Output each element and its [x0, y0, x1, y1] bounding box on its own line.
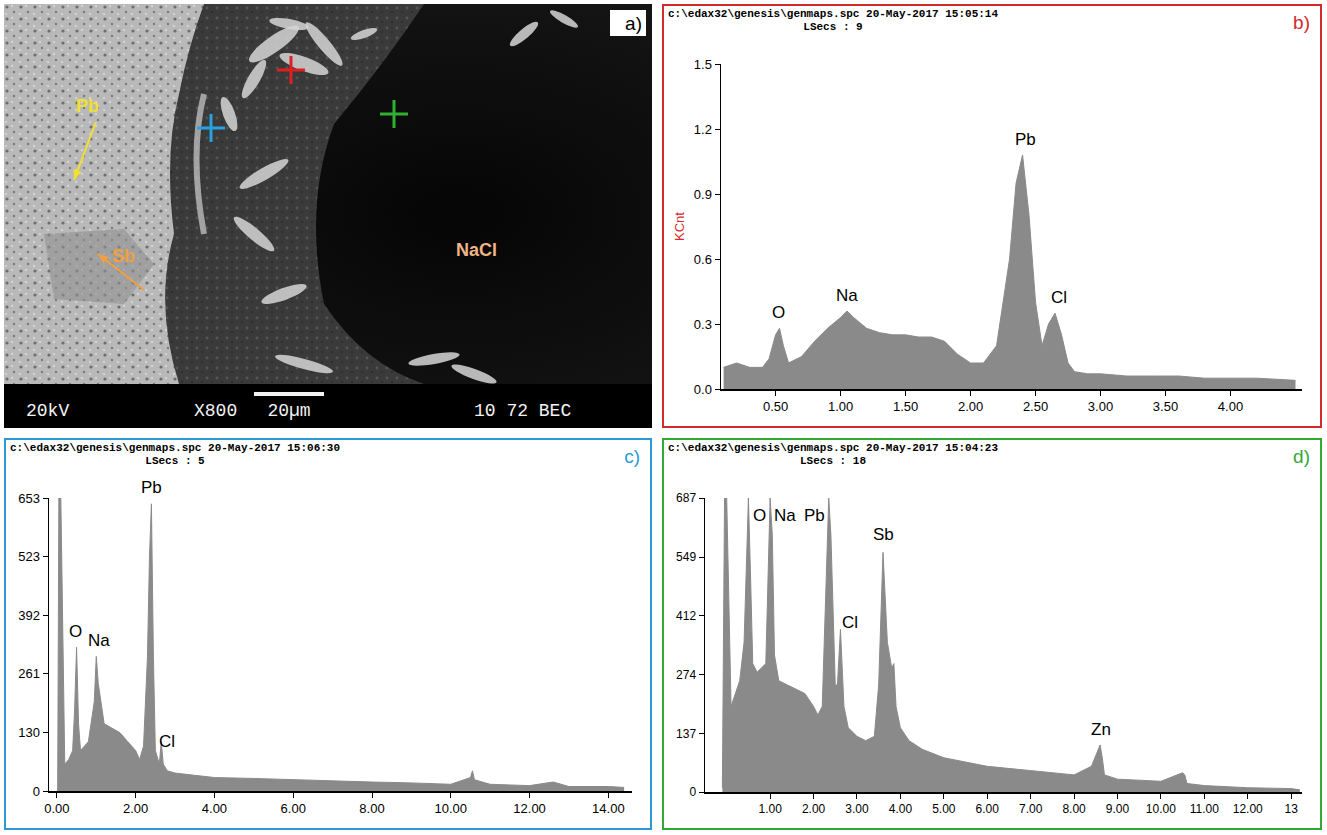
- svg-text:2.00: 2.00: [958, 399, 983, 414]
- svg-text:5.00: 5.00: [932, 802, 956, 816]
- svg-text:0: 0: [689, 785, 696, 799]
- svg-text:653: 653: [18, 491, 40, 506]
- svg-text:Na: Na: [774, 506, 796, 525]
- svg-text:Cl: Cl: [842, 613, 858, 632]
- svg-text:KCnt: KCnt: [672, 212, 687, 241]
- svg-text:6.00: 6.00: [281, 801, 306, 816]
- html-text:c:\edax32\genesis\genmaps.spc: c:\edax32\genesis\genmaps.spc 20-May-201…: [668, 442, 999, 454]
- svg-text:O: O: [69, 622, 82, 641]
- svg-text:Cl: Cl: [1051, 288, 1067, 307]
- svg-text:130: 130: [18, 725, 40, 740]
- html-text:c:\edax32\genesis\genmaps.spc: c:\edax32\genesis\genmaps.spc 20-May-201…: [668, 8, 999, 20]
- svg-text:2.00: 2.00: [802, 802, 826, 816]
- svg-text:10 72 BEC: 10 72 BEC: [474, 401, 571, 421]
- svg-text:2.50: 2.50: [1023, 399, 1048, 414]
- svg-text:7.00: 7.00: [1019, 802, 1043, 816]
- svg-text:0.0: 0.0: [694, 382, 712, 397]
- svg-text:Pb: Pb: [141, 478, 162, 497]
- svg-text:3.50: 3.50: [1153, 399, 1178, 414]
- svg-text:O: O: [772, 303, 785, 322]
- svg-text:12.00: 12.00: [1233, 802, 1263, 816]
- svg-text:0.3: 0.3: [694, 317, 712, 332]
- svg-text:3.00: 3.00: [845, 802, 869, 816]
- html-text:b): b): [1293, 12, 1310, 33]
- svg-text:Pb: Pb: [804, 506, 825, 525]
- svg-text:1.00: 1.00: [828, 399, 853, 414]
- html-text:LSecs : 9: LSecs : 9: [803, 21, 863, 33]
- svg-text:392: 392: [18, 608, 40, 623]
- svg-text:20µm: 20µm: [267, 401, 310, 421]
- svg-text:X800: X800: [194, 401, 237, 421]
- svg-text:O: O: [753, 506, 766, 525]
- svg-text:9.00: 9.00: [1106, 802, 1130, 816]
- svg-text:0: 0: [33, 784, 40, 799]
- svg-text:8.00: 8.00: [1062, 802, 1086, 816]
- svg-text:687: 687: [676, 491, 696, 505]
- svg-text:523: 523: [18, 549, 40, 564]
- svg-text:274: 274: [676, 668, 696, 682]
- html-text:c): c): [624, 446, 640, 467]
- svg-text:10.00: 10.00: [435, 801, 468, 816]
- svg-text:Sb: Sb: [873, 525, 894, 544]
- svg-text:0.00: 0.00: [44, 801, 69, 816]
- svg-text:Na: Na: [836, 286, 858, 305]
- svg-text:1.2: 1.2: [694, 122, 712, 137]
- svg-text:Pb: Pb: [1015, 130, 1036, 149]
- svg-text:8.00: 8.00: [359, 801, 384, 816]
- svg-text:1.5: 1.5: [694, 57, 712, 72]
- svg-text:2.00: 2.00: [123, 801, 148, 816]
- svg-text:4.00: 4.00: [202, 801, 227, 816]
- svg-text:0.6: 0.6: [694, 252, 712, 267]
- html-text:d): d): [1293, 446, 1310, 467]
- svg-text:12.00: 12.00: [513, 801, 546, 816]
- svg-text:137: 137: [676, 727, 696, 741]
- svg-text:549: 549: [676, 550, 696, 564]
- svg-text:0.9: 0.9: [694, 187, 712, 202]
- svg-text:10.00: 10.00: [1146, 802, 1176, 816]
- html-text:c:\edax32\genesis\genmaps.spc: c:\edax32\genesis\genmaps.spc 20-May-201…: [10, 442, 341, 454]
- svg-text:412: 412: [676, 609, 696, 623]
- svg-text:4.00: 4.00: [889, 802, 913, 816]
- svg-text:NaCl: NaCl: [456, 240, 497, 260]
- svg-text:11.00: 11.00: [1190, 802, 1219, 816]
- svg-text:Sb: Sb: [112, 246, 135, 266]
- svg-text:6.00: 6.00: [976, 802, 1000, 816]
- svg-text:a): a): [625, 13, 642, 34]
- svg-text:261: 261: [18, 666, 40, 681]
- svg-text:1.00: 1.00: [758, 802, 782, 816]
- svg-text:13: 13: [1284, 802, 1298, 816]
- svg-text:Zn: Zn: [1091, 720, 1111, 739]
- svg-text:0.50: 0.50: [763, 399, 788, 414]
- svg-text:3.00: 3.00: [1088, 399, 1113, 414]
- svg-text:Cl: Cl: [159, 732, 175, 751]
- svg-text:Pb: Pb: [76, 96, 99, 116]
- svg-text:20kV: 20kV: [26, 401, 69, 421]
- svg-text:4.00: 4.00: [1218, 399, 1243, 414]
- svg-text:14.00: 14.00: [592, 801, 625, 816]
- html-text:LSecs : 18: LSecs : 18: [800, 455, 866, 467]
- svg-text:1.50: 1.50: [893, 399, 918, 414]
- svg-text:Na: Na: [88, 631, 110, 650]
- html-text:LSecs : 5: LSecs : 5: [145, 455, 205, 467]
